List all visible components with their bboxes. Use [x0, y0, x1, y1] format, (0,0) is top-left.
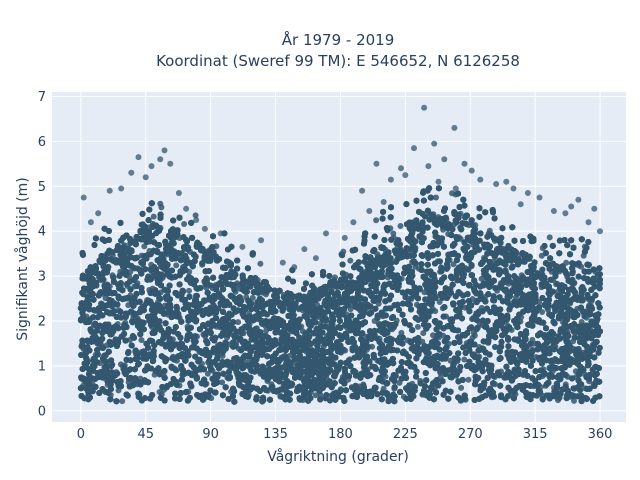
data-point: [312, 392, 319, 399]
data-point: [398, 329, 405, 336]
data-point: [158, 204, 165, 211]
data-point: [373, 217, 380, 224]
data-point: [156, 389, 163, 395]
data-point: [471, 332, 478, 339]
data-point: [461, 356, 468, 363]
chart-title-line-1: År 1979 - 2019: [282, 30, 395, 49]
data-point: [478, 275, 485, 282]
data-point: [458, 384, 465, 391]
data-point: [347, 257, 354, 264]
data-point: [204, 370, 211, 377]
data-point: [436, 299, 443, 305]
data-point: [150, 213, 157, 220]
data-point: [257, 260, 264, 267]
data-point: [414, 323, 421, 330]
data-point: [433, 194, 439, 201]
data-point: [397, 223, 404, 229]
data-point: [186, 287, 192, 294]
data-point: [192, 212, 199, 219]
data-point: [539, 309, 546, 315]
data-point: [432, 308, 439, 315]
data-point: [347, 306, 354, 313]
chart-title-line-2: Koordinat (Sweref 99 TM): E 546652, N 61…: [156, 52, 520, 70]
data-point: [127, 268, 134, 275]
data-point: [173, 262, 180, 269]
data-point: [492, 344, 499, 350]
data-points: [77, 104, 603, 405]
data-point: [546, 234, 553, 241]
data-point: [539, 266, 546, 273]
data-point: [181, 221, 188, 227]
data-point: [553, 281, 560, 288]
data-point: [219, 379, 226, 386]
data-point: [141, 243, 148, 250]
data-point: [235, 319, 242, 326]
data-point: [571, 397, 577, 404]
data-point: [450, 261, 457, 268]
data-point: [138, 337, 145, 344]
data-point: [119, 398, 126, 405]
data-point: [413, 301, 420, 308]
data-point: [219, 353, 226, 359]
data-point: [430, 332, 436, 339]
data-point: [249, 294, 256, 301]
data-point: [465, 376, 472, 383]
data-point: [420, 330, 427, 337]
